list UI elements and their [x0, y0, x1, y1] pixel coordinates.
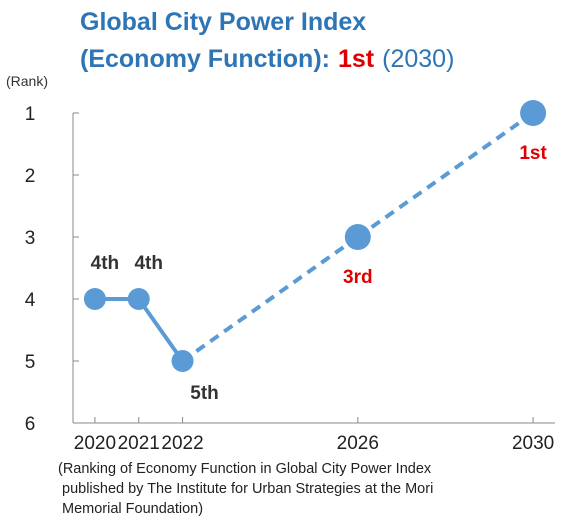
chart-title: Global City Power Index [80, 8, 366, 36]
chart-title: (Economy Function): 1st (2030) [80, 45, 454, 73]
y-tick-label: 2 [25, 166, 36, 187]
title-year: (2030) [382, 45, 454, 73]
y-tick-label: 4 [25, 290, 36, 311]
x-tick-label: 2022 [161, 433, 203, 454]
data-label: 1st [519, 143, 547, 164]
footnote: (Ranking of Economy Function in Global C… [58, 461, 432, 477]
x-tick-label: 2020 [74, 433, 116, 454]
y-tick-label: 6 [25, 414, 36, 435]
y-tick-label: 5 [25, 352, 36, 373]
footnote: Memorial Foundation) [62, 501, 203, 517]
data-label: 4th [134, 253, 163, 274]
title-highlight: 1st [338, 45, 375, 73]
title-part: (Economy Function): [80, 45, 330, 73]
point [83, 288, 106, 310]
point [520, 100, 547, 126]
point [171, 350, 194, 372]
y-axis-label: (Rank) [6, 73, 48, 89]
x-tick-label: 2026 [337, 433, 379, 454]
point [344, 224, 371, 250]
data-label: 4th [91, 253, 120, 274]
data-label: 5th [190, 383, 219, 404]
x-tick-label: 2030 [512, 433, 554, 454]
y-tick-label: 3 [25, 228, 36, 249]
line-segment [137, 297, 185, 363]
x-tick-label: 2021 [118, 433, 160, 454]
line-segment [356, 111, 535, 239]
y-tick-label: 1 [25, 104, 36, 125]
footnote: published by The Institute for Urban Str… [62, 481, 433, 497]
point [127, 288, 150, 310]
data-label: 3rd [343, 267, 373, 288]
line-segment [181, 235, 359, 363]
